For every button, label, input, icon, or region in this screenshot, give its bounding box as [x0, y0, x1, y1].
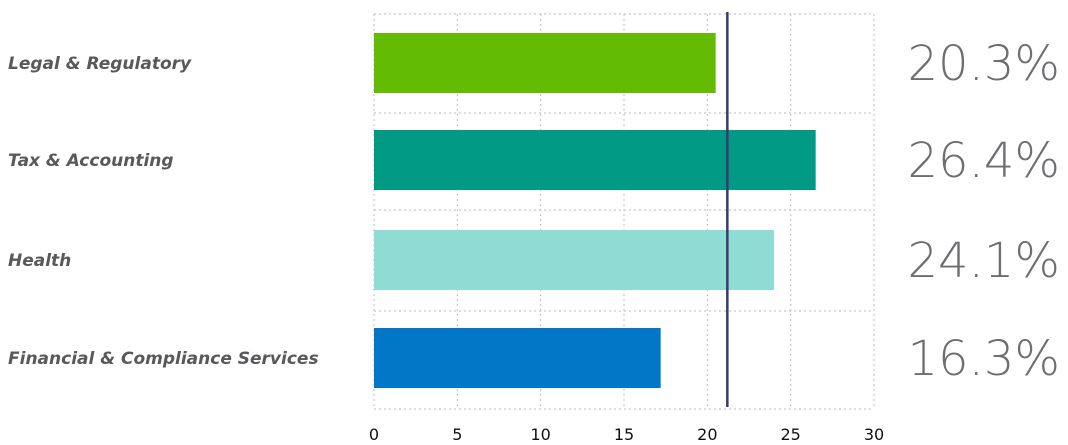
- x-tick-label: 30: [864, 425, 884, 444]
- x-tick-label: 0: [369, 425, 379, 444]
- x-tick-label: 10: [530, 425, 550, 444]
- bar: [374, 33, 716, 93]
- x-tick-label: 5: [452, 425, 462, 444]
- value-label: 20.3%: [908, 36, 1060, 92]
- category-label: Legal & Regulatory: [8, 54, 192, 74]
- category-label: Health: [8, 251, 71, 271]
- x-tick-label: 20: [697, 425, 717, 444]
- x-tick-label: 25: [780, 425, 800, 444]
- value-label: 24.1%: [908, 233, 1060, 289]
- bar: [374, 328, 661, 388]
- x-tick-label: 15: [614, 425, 634, 444]
- bar: [374, 230, 774, 290]
- value-label: 16.3%: [908, 331, 1060, 387]
- category-label: Financial & Compliance Services: [8, 349, 319, 369]
- bar: [374, 130, 816, 190]
- category-label: Tax & Accounting: [8, 151, 174, 171]
- value-label: 26.4%: [908, 133, 1060, 189]
